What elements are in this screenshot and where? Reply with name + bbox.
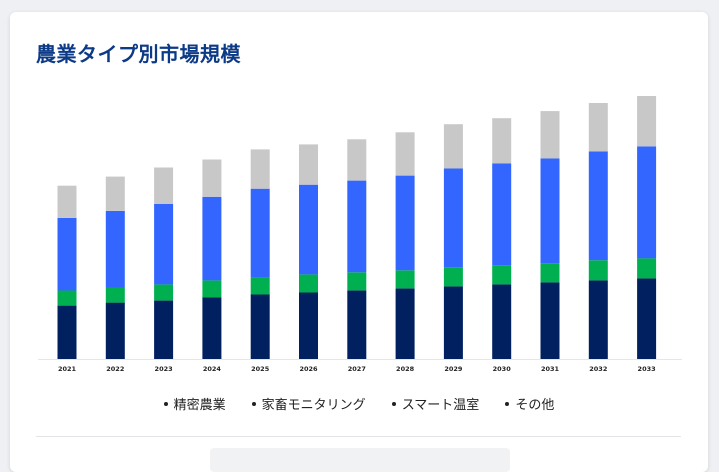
bar-segment xyxy=(250,149,270,189)
x-tick-label: 2027 xyxy=(348,365,366,373)
stacked-bar-chart: 2021 2022 2023 2024 2025 2026 2027 2028 2029 2030… xyxy=(38,96,682,373)
bar-segment xyxy=(347,139,367,181)
bar-segment xyxy=(250,294,270,359)
bar-segment xyxy=(347,180,367,273)
bar-segment xyxy=(57,305,77,359)
bar-segment xyxy=(443,124,463,169)
bar-segment xyxy=(540,111,560,159)
legend-bullet-icon xyxy=(251,401,256,406)
chart-legend: 精密農業 家畜モニタリング スマート温室 その他 xyxy=(10,394,708,413)
bar-segment xyxy=(299,274,318,293)
x-tick-label: 2023 xyxy=(155,365,173,373)
bar-segment xyxy=(154,203,174,285)
bar-segment xyxy=(443,267,463,287)
x-tick-label: 2022 xyxy=(106,365,124,373)
bar-segment xyxy=(588,151,608,261)
bar-segment xyxy=(492,284,512,359)
bar-segment xyxy=(588,103,608,152)
legend-item-smart-greenhouse: スマート温室 xyxy=(391,394,480,413)
bar-segment xyxy=(202,297,222,359)
legend-item-precision-farming: 精密農業 xyxy=(163,394,226,413)
bar-segment xyxy=(57,217,77,291)
bar-segment xyxy=(250,188,270,278)
bar-segment xyxy=(105,176,125,211)
bar-segment xyxy=(299,184,318,275)
bar-segment xyxy=(492,118,512,164)
bar-segment xyxy=(202,196,222,281)
x-tick-label: 2021 xyxy=(58,365,77,373)
bar-segment xyxy=(637,146,657,259)
x-tick-label: 2026 xyxy=(299,365,318,373)
bar-segment xyxy=(395,132,415,176)
legend-bullet-icon xyxy=(505,401,510,406)
legend-label: その他 xyxy=(515,398,555,413)
chart-card: 農業タイプ別市場規模 2021 2022 2023 2024 2025 2026 2027 2… xyxy=(10,12,708,472)
legend-item-other: その他 xyxy=(505,394,554,413)
bar-segment xyxy=(395,270,415,289)
x-tick-label: 2033 xyxy=(638,365,656,373)
bar-segment xyxy=(299,144,318,185)
bar-segment xyxy=(57,185,77,218)
x-tick-label: 2024 xyxy=(203,365,222,373)
bar-segment xyxy=(154,284,174,301)
x-tick-label: 2031 xyxy=(541,365,560,373)
bar-segment xyxy=(540,282,560,359)
bar-segment xyxy=(299,292,318,359)
bar-segment xyxy=(588,260,608,281)
divider xyxy=(36,436,681,437)
bar-segment xyxy=(202,159,222,197)
bar-segment xyxy=(395,288,415,359)
x-tick-label: 2030 xyxy=(493,365,512,373)
bar-segment xyxy=(540,158,560,264)
legend-label: 精密農業 xyxy=(173,398,226,413)
bar-segment xyxy=(395,175,415,271)
bar-segment xyxy=(588,280,608,359)
bar-segment xyxy=(637,278,657,359)
chart-title: 農業タイプ別市場規模 xyxy=(36,42,241,66)
bar-segment xyxy=(443,168,463,268)
x-tick-label: 2029 xyxy=(444,365,463,373)
bar-segment xyxy=(250,277,270,295)
bar-segment xyxy=(105,287,125,303)
x-tick-label: 2028 xyxy=(396,365,415,373)
x-tick-label: 2025 xyxy=(251,365,270,373)
bar-segment xyxy=(154,167,174,204)
bottom-placeholder-bar xyxy=(210,448,510,472)
bar-segment xyxy=(202,280,222,298)
legend-label: 家畜モニタリング xyxy=(261,398,366,413)
x-tick-label: 2032 xyxy=(589,365,607,373)
bar-segment xyxy=(57,290,77,306)
legend-label: スマート温室 xyxy=(401,398,480,413)
bar-segment xyxy=(347,272,367,291)
bar-segment xyxy=(347,290,367,359)
legend-item-livestock-monitoring: 家畜モニタリング xyxy=(251,394,366,413)
legend-bullet-icon xyxy=(391,401,396,406)
bar-segment xyxy=(105,302,125,359)
bar-segment xyxy=(637,96,657,147)
bar-segment xyxy=(154,300,174,359)
bar-segment xyxy=(105,210,125,288)
bar-segment xyxy=(443,286,463,359)
bar-segment xyxy=(492,265,512,285)
bar-segment xyxy=(637,258,657,279)
legend-bullet-icon xyxy=(163,401,168,406)
bar-segment xyxy=(540,263,560,283)
bar-segment xyxy=(492,163,512,266)
